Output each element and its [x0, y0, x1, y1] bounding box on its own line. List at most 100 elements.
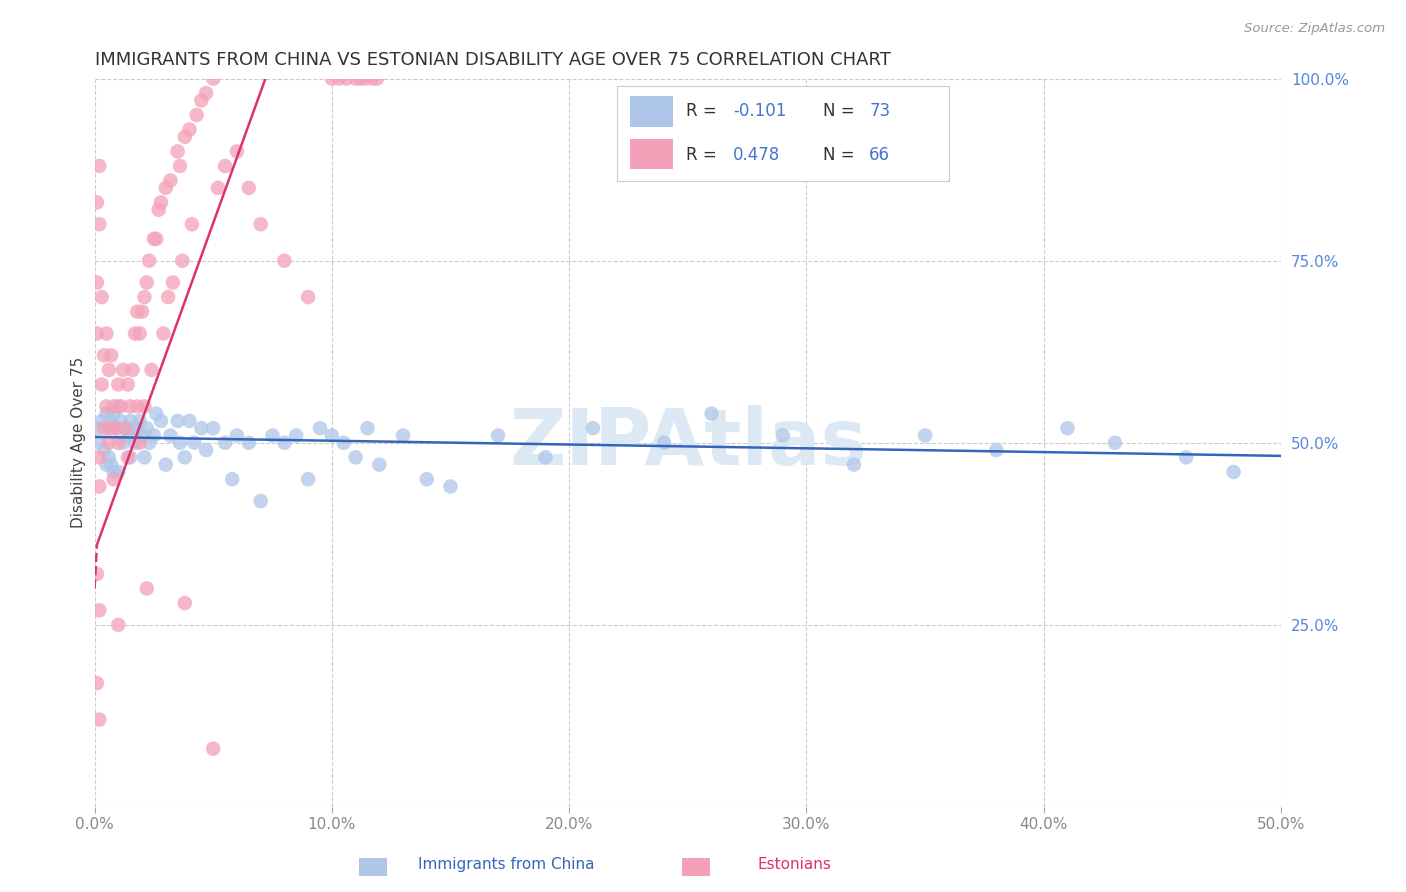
Point: [89, 159, 111, 173]
Point: [486, 428, 509, 442]
Point: [131, 428, 153, 442]
Point: [107, 435, 129, 450]
Point: [103, 465, 125, 479]
Text: Estonians: Estonians: [758, 857, 831, 872]
Text: Source: ZipAtlas.com: Source: ZipAtlas.com: [1244, 22, 1385, 36]
Point: [238, 181, 260, 195]
Point: [107, 465, 129, 479]
Point: [534, 450, 557, 465]
Point: [114, 421, 136, 435]
Point: [128, 414, 150, 428]
Point: [273, 253, 295, 268]
Point: [173, 450, 195, 465]
Point: [100, 348, 122, 362]
Point: [297, 290, 319, 304]
Point: [183, 435, 205, 450]
Point: [1175, 450, 1198, 465]
Point: [202, 741, 225, 756]
Point: [86, 195, 108, 210]
Point: [89, 435, 111, 450]
Point: [354, 71, 377, 86]
Point: [103, 400, 125, 414]
Point: [142, 232, 165, 246]
Point: [226, 145, 249, 159]
Point: [986, 443, 1008, 458]
Point: [186, 108, 208, 122]
Point: [86, 326, 108, 341]
Point: [249, 494, 271, 508]
Point: [97, 421, 120, 435]
Point: [344, 71, 367, 86]
Point: [112, 363, 135, 377]
Point: [90, 290, 112, 304]
Point: [124, 326, 146, 341]
Point: [131, 304, 153, 318]
Point: [262, 428, 284, 442]
Point: [127, 304, 149, 318]
Point: [97, 450, 120, 465]
Point: [96, 400, 118, 414]
Point: [159, 173, 181, 187]
Point: [321, 428, 343, 442]
Point: [89, 713, 111, 727]
Point: [121, 363, 143, 377]
Point: [842, 458, 865, 472]
Point: [89, 450, 111, 465]
Point: [249, 217, 271, 231]
Point: [96, 407, 118, 421]
Point: [361, 71, 384, 86]
Point: [89, 217, 111, 231]
Point: [214, 435, 236, 450]
Point: [103, 407, 125, 421]
Point: [138, 435, 160, 450]
Point: [914, 428, 936, 442]
Point: [104, 421, 127, 435]
Point: [128, 435, 150, 450]
Point: [172, 253, 194, 268]
Point: [128, 326, 150, 341]
Point: [134, 450, 156, 465]
Point: [89, 479, 111, 493]
Point: [166, 145, 188, 159]
Point: [173, 596, 195, 610]
Point: [157, 290, 180, 304]
Point: [89, 603, 111, 617]
Point: [124, 435, 146, 450]
Point: [114, 421, 136, 435]
Point: [135, 276, 157, 290]
Point: [1056, 421, 1078, 435]
Point: [107, 377, 129, 392]
Point: [226, 428, 249, 442]
Point: [93, 421, 115, 435]
Point: [152, 326, 174, 341]
Text: Immigrants from China: Immigrants from China: [418, 857, 595, 872]
Point: [285, 428, 308, 442]
Point: [145, 232, 167, 246]
Point: [166, 414, 188, 428]
Point: [107, 618, 129, 632]
Point: [104, 421, 127, 435]
Point: [117, 450, 139, 465]
Point: [150, 414, 173, 428]
Point: [117, 428, 139, 442]
Point: [179, 414, 201, 428]
Point: [138, 253, 160, 268]
Point: [297, 472, 319, 486]
Point: [439, 479, 461, 493]
Point: [150, 195, 173, 210]
Point: [221, 472, 243, 486]
Text: ZIPAtlas: ZIPAtlas: [509, 405, 866, 481]
Point: [195, 443, 218, 458]
Point: [238, 435, 260, 450]
Point: [100, 421, 122, 435]
Point: [332, 435, 354, 450]
Point: [321, 71, 343, 86]
Point: [335, 71, 357, 86]
Point: [100, 458, 122, 472]
Point: [97, 363, 120, 377]
Point: [179, 122, 201, 136]
Point: [169, 159, 191, 173]
Point: [134, 290, 156, 304]
Point: [145, 407, 167, 421]
Point: [90, 377, 112, 392]
